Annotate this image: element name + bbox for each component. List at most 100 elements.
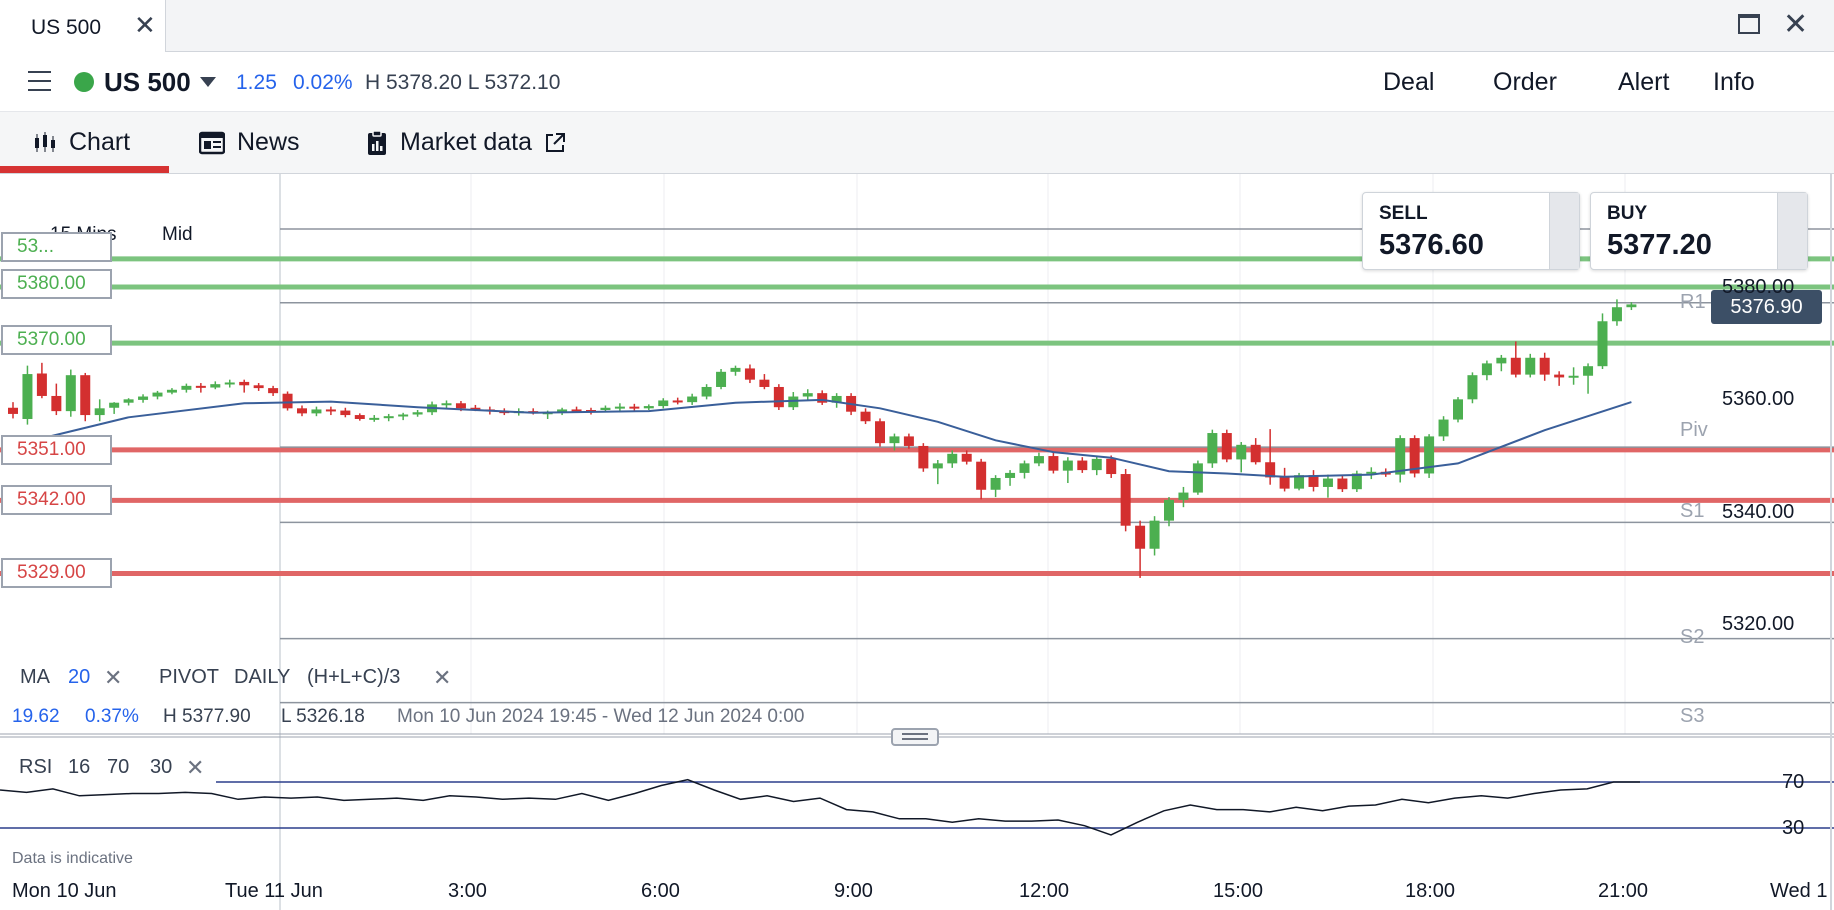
candle-body (1265, 462, 1276, 478)
level-label-5329[interactable]: 5329.00 (1, 558, 112, 588)
buy-button[interactable]: BUY 5377.20 (1590, 192, 1808, 270)
pivot-label: PIVOT (159, 666, 220, 688)
candle-body (1236, 444, 1247, 460)
candle-body (311, 409, 322, 414)
candle-body (643, 406, 654, 409)
candle-body (557, 409, 568, 413)
candle-body (1424, 436, 1435, 474)
candle-body (961, 453, 972, 462)
level-label-5380[interactable]: 5380.00 (1, 269, 112, 299)
rsi-label: RSI (19, 756, 53, 778)
candle-body (1510, 357, 1521, 375)
candle-body (1192, 463, 1203, 493)
candle-body (398, 414, 409, 417)
rsi-level-70: 70 (1782, 771, 1805, 793)
window-tab-title: US 500 (31, 16, 102, 39)
close-icon[interactable]: ✕ (1783, 8, 1809, 41)
candle-body (1351, 473, 1362, 490)
level-label-5385[interactable]: 53... (1, 232, 112, 262)
x-axis-label: 3:00 (448, 880, 487, 902)
x-axis-label: Wed 1 (1770, 880, 1828, 902)
tab-market-data-label: Market data (400, 128, 533, 156)
tab-news[interactable]: News (199, 128, 300, 157)
x-axis-label: 12:00 (1019, 880, 1070, 902)
price-chart[interactable] (0, 174, 1834, 910)
rsi-lower[interactable]: 30 (150, 756, 173, 778)
candle-body (109, 402, 120, 408)
alert-button[interactable]: Alert (1618, 68, 1670, 96)
tab-chart[interactable]: Chart (33, 128, 130, 157)
candle-body (672, 400, 683, 403)
window-tab[interactable]: US 500 ✕ (0, 0, 166, 52)
candle-body (51, 395, 62, 412)
candle-body (166, 389, 177, 393)
candle-body (918, 445, 929, 469)
info-button[interactable]: Info (1713, 68, 1755, 96)
order-button[interactable]: Order (1493, 68, 1557, 96)
pivot-formula[interactable]: (H+L+C)/3 (307, 666, 401, 688)
chart-area[interactable]: 15 Mins Mid 53... 5380.00 5370.00 5351.0… (0, 174, 1834, 910)
level-label-5342[interactable]: 5342.00 (1, 485, 112, 515)
candle-body (831, 395, 842, 403)
candle-body (282, 393, 293, 409)
candle-body (1554, 374, 1565, 378)
candle-body (354, 415, 365, 419)
tab-close-icon[interactable]: ✕ (134, 10, 156, 40)
candle-body (1539, 357, 1550, 375)
tab-chart-label: Chart (69, 128, 131, 156)
deal-button[interactable]: Deal (1383, 68, 1435, 96)
candle-body (22, 374, 33, 419)
pivot-tag-s1: S1 (1680, 500, 1705, 522)
candle-body (8, 407, 18, 414)
level-label-5370[interactable]: 5370.00 (1, 325, 112, 355)
candle-body (730, 367, 741, 372)
candle-body (1091, 458, 1102, 471)
maximize-icon[interactable] (1738, 14, 1760, 34)
candle-body (658, 400, 669, 407)
y-axis-label-5380: 5380.00 (1722, 276, 1795, 298)
candle-body (1308, 475, 1319, 487)
candle-body (629, 406, 640, 409)
hamburger-menu-icon[interactable] (28, 71, 51, 91)
rsi-upper[interactable]: 70 (107, 756, 130, 778)
sell-label: SELL (1379, 203, 1428, 224)
tab-market-data[interactable]: Market data (366, 128, 566, 157)
candle-body (802, 393, 813, 397)
candle-body (297, 408, 307, 414)
view-tabs: Chart News Market data (0, 112, 1834, 174)
candle-body (1294, 475, 1305, 489)
candle-body (701, 386, 712, 397)
remove-rsi-icon[interactable]: ✕ (186, 755, 205, 780)
candle-body (455, 403, 466, 409)
high-low-readout: H 5378.20 L 5372.10 (365, 71, 561, 94)
remove-pivot-icon[interactable]: ✕ (433, 665, 452, 690)
candle-body (1164, 499, 1174, 521)
remove-ma-icon[interactable]: ✕ (104, 665, 123, 690)
candle-body (1120, 474, 1131, 526)
candle-body (224, 382, 235, 385)
rsi-period[interactable]: 16 (68, 756, 91, 778)
candle-body (1337, 478, 1348, 490)
pivot-period[interactable]: DAILY (234, 666, 291, 688)
pane-resize-handle[interactable] (891, 728, 939, 746)
buy-button-side (1777, 193, 1807, 269)
level-label-5351[interactable]: 5351.00 (1, 435, 112, 465)
price-mode-selector[interactable]: Mid (146, 220, 209, 250)
candle-body (441, 403, 452, 406)
candle-body (817, 393, 828, 403)
chevron-down-icon[interactable] (200, 77, 216, 87)
candle-body (1496, 357, 1507, 364)
stats-range: Mon 10 Jun 2024 19:45 - Wed 12 Jun 2024 … (397, 706, 805, 727)
moving-average-line (12, 398, 1632, 478)
external-link-icon[interactable] (544, 132, 566, 154)
price-change-pct: 0.02% (293, 71, 353, 94)
candle-body (1221, 433, 1232, 460)
instrument-name[interactable]: US 500 (104, 67, 191, 97)
ma-period[interactable]: 20 (68, 666, 91, 688)
clipboard-icon (368, 129, 386, 155)
candle-body (138, 396, 149, 400)
sell-button[interactable]: SELL 5376.60 (1362, 192, 1580, 270)
candle-body (325, 409, 336, 412)
candle-body (773, 386, 784, 408)
candle-body (1019, 463, 1030, 473)
